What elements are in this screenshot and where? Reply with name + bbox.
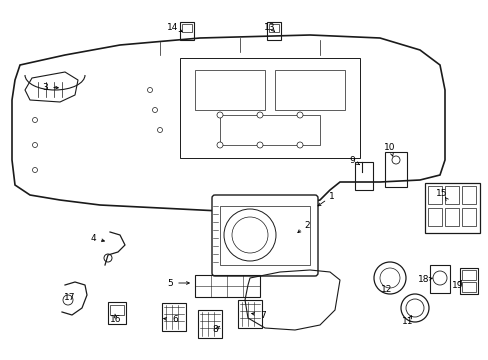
Text: 9: 9	[348, 156, 354, 165]
Bar	[461, 282, 475, 292]
Bar	[268, 24, 279, 32]
Text: 17: 17	[64, 293, 76, 302]
Circle shape	[152, 108, 157, 113]
Text: 5: 5	[167, 279, 173, 288]
Bar	[424, 183, 479, 233]
Bar	[461, 208, 475, 226]
Circle shape	[400, 294, 428, 322]
Circle shape	[296, 142, 303, 148]
Bar	[461, 186, 475, 204]
Bar	[220, 115, 319, 145]
Text: 10: 10	[384, 143, 395, 152]
Circle shape	[373, 262, 405, 294]
Circle shape	[379, 268, 399, 288]
Bar	[444, 186, 458, 204]
Bar	[266, 22, 281, 40]
Text: 15: 15	[435, 189, 447, 198]
Circle shape	[257, 112, 263, 118]
Bar	[238, 300, 262, 328]
Circle shape	[157, 127, 162, 132]
Bar	[162, 303, 185, 331]
Bar	[427, 186, 441, 204]
Bar	[444, 208, 458, 226]
Text: 19: 19	[451, 280, 463, 289]
Bar	[198, 310, 222, 338]
Bar	[180, 22, 194, 40]
Circle shape	[217, 142, 223, 148]
Circle shape	[405, 299, 423, 317]
Bar	[182, 24, 192, 32]
Text: 2: 2	[304, 220, 309, 230]
Circle shape	[231, 217, 267, 253]
Circle shape	[296, 112, 303, 118]
Bar	[220, 206, 309, 265]
Circle shape	[104, 254, 112, 262]
Bar	[427, 208, 441, 226]
Text: 6: 6	[172, 315, 178, 324]
Bar	[180, 58, 359, 158]
Text: 7: 7	[260, 310, 265, 320]
Bar	[429, 265, 449, 293]
Text: 18: 18	[417, 275, 429, 284]
Circle shape	[147, 87, 152, 93]
Text: 1: 1	[328, 192, 334, 201]
Text: 14: 14	[167, 23, 178, 32]
Circle shape	[32, 143, 38, 148]
Circle shape	[63, 295, 73, 305]
Bar	[354, 162, 372, 190]
Bar	[195, 70, 264, 110]
Circle shape	[257, 142, 263, 148]
Text: 8: 8	[212, 325, 218, 334]
Circle shape	[432, 271, 446, 285]
Circle shape	[217, 112, 223, 118]
Bar	[274, 70, 345, 110]
Text: 12: 12	[381, 285, 392, 294]
Circle shape	[32, 167, 38, 172]
Circle shape	[391, 156, 399, 164]
Bar	[195, 275, 260, 297]
Circle shape	[224, 209, 275, 261]
Circle shape	[32, 117, 38, 122]
Text: 11: 11	[402, 318, 413, 327]
Text: 13: 13	[264, 23, 275, 32]
Text: 4: 4	[90, 234, 96, 243]
Bar	[110, 305, 124, 315]
FancyBboxPatch shape	[212, 195, 317, 276]
Text: 16: 16	[110, 315, 122, 324]
Bar	[108, 302, 126, 324]
Bar	[461, 270, 475, 280]
Text: 3: 3	[42, 82, 48, 91]
Bar	[459, 268, 477, 294]
Bar	[384, 152, 406, 187]
